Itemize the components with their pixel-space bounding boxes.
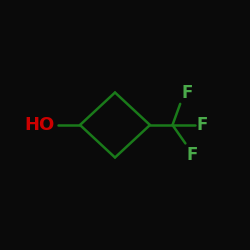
Text: F: F [196, 116, 207, 134]
Text: HO: HO [25, 116, 55, 134]
Text: F: F [182, 84, 193, 102]
Text: F: F [186, 146, 198, 164]
